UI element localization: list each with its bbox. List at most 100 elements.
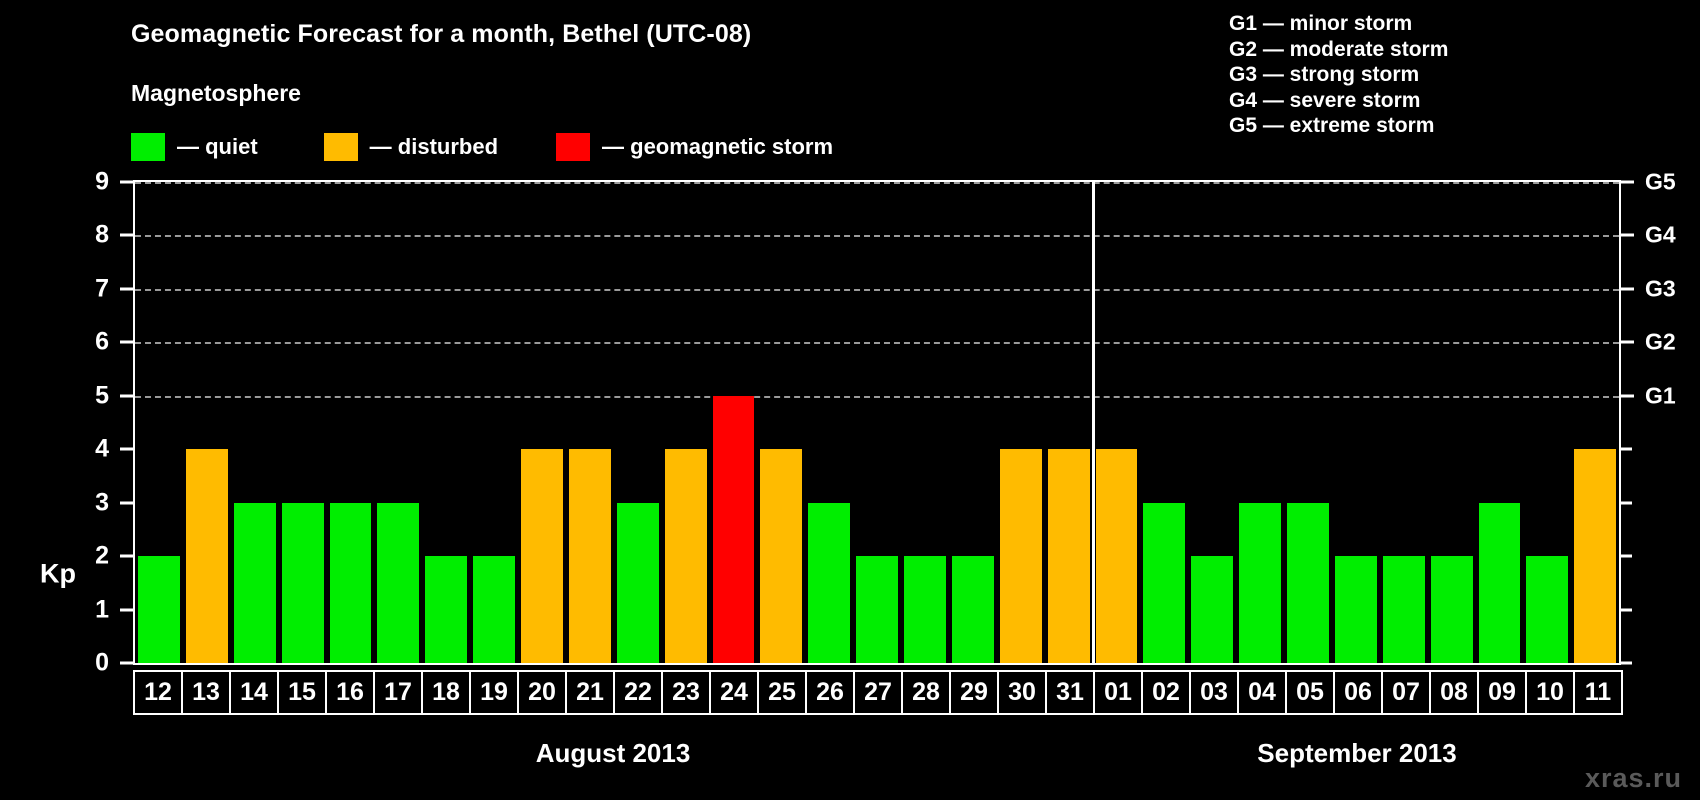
date-box-10[interactable]: 10 — [1525, 670, 1575, 715]
gridlines — [135, 182, 1619, 663]
g-tick-mark-G3 — [1621, 287, 1634, 291]
date-box-20[interactable]: 20 — [517, 670, 567, 715]
bar-cell — [662, 182, 710, 663]
date-box-16[interactable]: 16 — [325, 670, 375, 715]
bar-cell — [757, 182, 805, 663]
date-box-23[interactable]: 23 — [661, 670, 711, 715]
y-tick-mark-7 — [120, 287, 133, 291]
date-box-05[interactable]: 05 — [1285, 670, 1335, 715]
bar-21 — [568, 449, 611, 663]
date-box-30[interactable]: 30 — [997, 670, 1047, 715]
bar-07 — [1382, 556, 1425, 663]
y-tick-label-2: 2 — [95, 541, 109, 570]
g-tick-label-G5: G5 — [1645, 168, 1676, 195]
bar-cell — [1332, 182, 1380, 663]
plot-area — [133, 180, 1621, 665]
legend-label-geomagnetic-storm: — geomagnetic storm — [602, 134, 834, 159]
bar-cell — [1284, 182, 1332, 663]
legend-item-disturbed: — disturbed — [323, 133, 498, 161]
date-box-21[interactable]: 21 — [565, 670, 615, 715]
legend-swatch-quiet — [131, 133, 165, 161]
date-box-12[interactable]: 12 — [133, 670, 183, 715]
g-axis-minor-tick-0 — [1621, 661, 1632, 665]
date-box-28[interactable]: 28 — [901, 670, 951, 715]
gridline-kp-8 — [135, 235, 1619, 238]
legend-item-quiet: — quiet — [131, 133, 258, 161]
bar-11 — [1574, 449, 1617, 663]
bar-cell — [374, 182, 422, 663]
date-box-29[interactable]: 29 — [949, 670, 999, 715]
bar-cell — [901, 182, 949, 663]
g-tick-label-G3: G3 — [1645, 275, 1676, 302]
bar-cell — [231, 182, 279, 663]
date-box-24[interactable]: 24 — [709, 670, 759, 715]
date-box-13[interactable]: 13 — [181, 670, 231, 715]
bar-13 — [185, 449, 228, 663]
y-tick-label-1: 1 — [95, 595, 109, 624]
date-box-01[interactable]: 01 — [1093, 670, 1143, 715]
g-tick-mark-G2 — [1621, 340, 1634, 344]
bar-09 — [1478, 502, 1521, 663]
date-box-07[interactable]: 07 — [1381, 670, 1431, 715]
bar-cell — [327, 182, 375, 663]
bar-cell — [710, 182, 758, 663]
bar-cell — [1428, 182, 1476, 663]
date-box-22[interactable]: 22 — [613, 670, 663, 715]
bars-container — [135, 182, 1619, 663]
date-box-08[interactable]: 08 — [1429, 670, 1479, 715]
bar-15 — [281, 502, 324, 663]
bar-cell — [1571, 182, 1619, 663]
bar-26 — [808, 502, 851, 663]
y-axis-title: Kp — [40, 558, 76, 589]
bar-05 — [1287, 502, 1329, 663]
bar-cell — [518, 182, 566, 663]
date-box-06[interactable]: 06 — [1333, 670, 1383, 715]
date-box-14[interactable]: 14 — [229, 670, 279, 715]
date-box-31[interactable]: 31 — [1045, 670, 1095, 715]
y-tick-label-5: 5 — [95, 381, 109, 410]
bar-cell — [1476, 182, 1524, 663]
gridline-kp-7 — [135, 288, 1619, 291]
y-tick-mark-3 — [120, 501, 133, 505]
g-legend-line-4: G4 — severe storm — [1229, 88, 1421, 112]
g-legend-line-5: G5 — extreme storm — [1229, 114, 1435, 137]
date-box-02[interactable]: 02 — [1141, 670, 1191, 715]
date-box-19[interactable]: 19 — [469, 670, 519, 715]
date-box-26[interactable]: 26 — [805, 670, 855, 715]
bar-cell — [997, 182, 1045, 663]
date-box-17[interactable]: 17 — [373, 670, 423, 715]
date-box-03[interactable]: 03 — [1189, 670, 1239, 715]
y-tick-mark-2 — [120, 554, 133, 558]
g-scale-axis: G1 G2 G3 G4 G5 — [1621, 169, 1700, 665]
y-tick-mark-9 — [120, 180, 133, 184]
legend-swatch-geomagnetic-storm — [556, 133, 591, 161]
date-box-15[interactable]: 15 — [277, 670, 327, 715]
color-legend: — quiet — disturbed — geomagnetic storm — [131, 132, 833, 162]
date-box-04[interactable]: 04 — [1237, 670, 1287, 715]
bar-02 — [1143, 502, 1186, 663]
g-axis-minor-tick-2 — [1621, 554, 1632, 558]
date-box-18[interactable]: 18 — [421, 670, 471, 715]
bar-10 — [1526, 556, 1569, 663]
bar-cell — [1523, 182, 1571, 663]
date-box-27[interactable]: 27 — [853, 670, 903, 715]
bar-30 — [999, 449, 1042, 663]
gridline-kp-6 — [135, 342, 1619, 345]
bar-cell — [1188, 182, 1236, 663]
date-box-09[interactable]: 09 — [1477, 670, 1527, 715]
bar-cell — [805, 182, 853, 663]
bar-08 — [1430, 556, 1473, 663]
bar-03 — [1191, 556, 1234, 663]
y-tick-label-0: 0 — [95, 648, 109, 677]
y-tick-mark-0 — [120, 661, 133, 665]
g-tick-mark-G1 — [1621, 394, 1634, 398]
date-box-11[interactable]: 11 — [1573, 670, 1623, 715]
y-tick-mark-4 — [120, 447, 133, 451]
y-tick-label-9: 9 — [95, 167, 109, 196]
date-box-25[interactable]: 25 — [757, 670, 807, 715]
bar-cell — [853, 182, 901, 663]
y-axis: Kp 0 1 2 3 4 5 6 7 8 9 — [0, 168, 133, 677]
g-tick-label-G2: G2 — [1645, 328, 1676, 355]
y-tick-mark-1 — [120, 608, 133, 612]
